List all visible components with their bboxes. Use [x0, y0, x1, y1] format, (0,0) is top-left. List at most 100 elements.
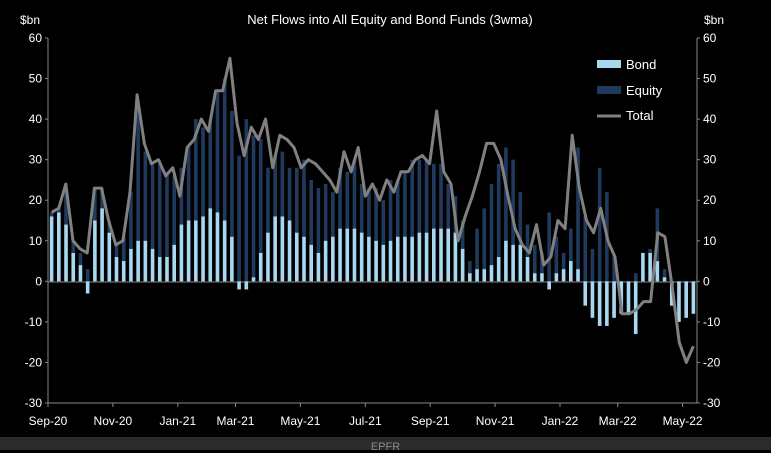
bond-bar	[179, 224, 184, 282]
chart-title: Net Flows into All Equity and Bond Funds…	[247, 12, 532, 27]
bond-bar	[475, 269, 479, 282]
bond-bar	[121, 261, 126, 282]
x-ticks: Sep-20 Nov-20 Jan-21 Mar-21 May-21 Jul-21 Sep-…	[29, 403, 703, 428]
equity-bar	[547, 212, 551, 282]
equity-bar	[114, 244, 119, 257]
bond-bar	[403, 236, 407, 282]
bond-bar	[468, 273, 472, 282]
bond-bar	[561, 269, 566, 282]
bond-bar	[410, 236, 414, 282]
bond-bar	[641, 252, 645, 282]
equity-bar	[49, 212, 54, 217]
x-tick-label: Jan-22	[542, 414, 579, 428]
y-ticks-left: 60 50 40 30 20 10 0 -10 -20 -30	[25, 31, 48, 410]
bond-bar	[460, 248, 465, 282]
y-axis-unit-left: $bn	[20, 13, 40, 27]
bond-bar	[194, 220, 198, 282]
equity-bar	[597, 167, 602, 282]
bond-bar	[280, 216, 285, 282]
equity-bar	[172, 175, 176, 245]
x-tick-label: Mar-21	[216, 414, 254, 428]
equity-bar	[100, 188, 104, 209]
bond-bar	[129, 248, 133, 282]
equity-bar	[395, 179, 400, 237]
equity-bar	[352, 159, 357, 229]
y-ticks-right: 60 50 40 30 20 10 0 -10 -20 -30	[697, 31, 721, 410]
bond-bar	[287, 220, 292, 282]
bond-bar	[352, 228, 357, 282]
equity-bar	[244, 119, 249, 282]
bond-bar	[691, 281, 696, 314]
bond-bar	[107, 232, 112, 282]
bond-bar	[504, 240, 508, 282]
bond-bar	[439, 228, 443, 282]
equity-bar	[338, 167, 342, 229]
bond-bar	[525, 257, 530, 282]
bond-bar	[64, 224, 68, 282]
equity-bar	[93, 188, 97, 221]
bond-bar	[150, 248, 155, 282]
y-tick-label-left: 30	[29, 153, 43, 167]
bond-bar	[57, 212, 61, 282]
bond-bar	[374, 240, 378, 282]
bond-bar	[677, 281, 681, 322]
bond-bar	[590, 281, 595, 318]
equity-bar	[525, 224, 530, 257]
bond-bar	[648, 252, 652, 282]
y-tick-label-right: -20	[703, 355, 721, 369]
bond-bar	[143, 240, 148, 282]
equity-bar	[583, 216, 588, 282]
equity-bar	[251, 135, 256, 278]
equity-bar	[511, 159, 515, 245]
equity-bar	[222, 78, 227, 221]
equity-bar	[410, 159, 414, 237]
equity-bar	[323, 184, 328, 241]
equity-bar	[496, 163, 501, 257]
equity-bar	[460, 220, 465, 249]
equity-bar	[150, 163, 155, 249]
chart-background	[0, 0, 771, 437]
bond-bar	[417, 232, 422, 282]
equity-bar	[367, 188, 371, 237]
bond-bar	[431, 228, 436, 282]
x-tick-label: Sep-20	[29, 414, 68, 428]
bond-bar	[684, 281, 688, 318]
y-tick-label-left: 0	[35, 274, 42, 288]
equity-bar	[381, 200, 386, 245]
legend-label-total: Total	[626, 108, 654, 123]
bond-bar	[331, 236, 335, 282]
equity-bar	[662, 269, 667, 278]
bond-bar	[49, 216, 54, 282]
y-axis-unit-right: $bn	[704, 13, 724, 27]
equity-bar	[78, 252, 83, 266]
bond-bar	[547, 281, 551, 290]
bond-bar	[302, 236, 306, 282]
bond-bar	[367, 236, 371, 282]
y-tick-label-left: 10	[29, 234, 43, 248]
legend-label-equity: Equity	[626, 83, 663, 98]
x-tick-label: May-21	[280, 414, 320, 428]
y-tick-label-right: 60	[703, 31, 717, 45]
bond-bar	[244, 281, 249, 290]
equity-bar	[294, 167, 299, 233]
bond-bar	[201, 216, 205, 282]
x-tick-label: Jul-21	[349, 414, 382, 428]
y-tick-label-left: 20	[29, 193, 43, 207]
bond-bar	[157, 257, 162, 282]
source-label: EPFR	[370, 441, 401, 453]
equity-bar	[273, 155, 277, 217]
equity-bar	[468, 261, 472, 274]
bond-bar	[569, 261, 573, 282]
bond-bar	[85, 281, 90, 294]
bond-bar	[633, 281, 638, 335]
bond-bar	[222, 220, 227, 282]
equity-bar	[331, 192, 335, 237]
x-tick-label: Nov-20	[94, 414, 133, 428]
bond-bar	[583, 281, 588, 306]
equity-bar	[57, 208, 61, 213]
equity-bar	[165, 171, 169, 257]
x-tick-label: Mar-22	[599, 414, 637, 428]
bond-bar	[482, 269, 487, 282]
equity-bar	[482, 208, 487, 270]
bond-bar	[266, 232, 270, 282]
